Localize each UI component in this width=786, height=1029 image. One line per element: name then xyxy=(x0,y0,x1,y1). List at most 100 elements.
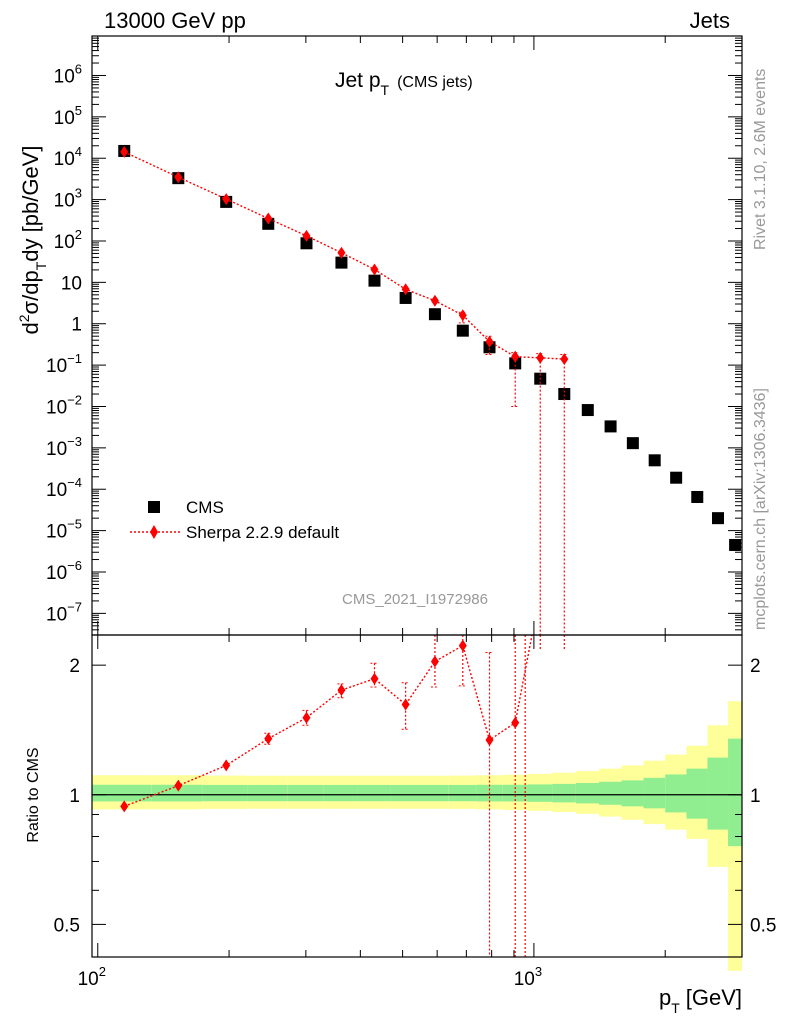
ratio-y-axis-label: Ratio to CMS xyxy=(25,747,42,842)
legend: CMS Sherpa 2.2.9 default xyxy=(130,498,339,542)
ratio-band-inner xyxy=(323,784,358,802)
sherpa-data-point xyxy=(458,309,467,322)
ratio-sherpa-point xyxy=(264,732,273,745)
sherpa-data-point xyxy=(302,229,311,242)
main-panel-frame xyxy=(91,35,743,636)
cms-data-point xyxy=(604,420,617,433)
chart-title-main: Jet p xyxy=(335,69,381,92)
y-tick-label: 10 xyxy=(61,273,82,294)
cms-data-point xyxy=(399,291,412,304)
y-tick-label: 10−3 xyxy=(46,434,82,460)
x-axis-label-main: p xyxy=(659,985,671,1010)
ratio-sherpa-line xyxy=(123,644,516,808)
category-label: Jets xyxy=(690,8,730,33)
cms-data-point xyxy=(581,404,594,417)
y-tick-label: 103 xyxy=(54,186,82,212)
sherpa-data-point xyxy=(430,294,439,307)
ratio-band-inner xyxy=(665,774,687,813)
y-tick-label: 104 xyxy=(54,144,82,170)
cms-data-point xyxy=(691,490,704,503)
sherpa-data-point xyxy=(222,193,231,206)
y-tick-label: 106 xyxy=(54,61,82,87)
ratio-band-inner xyxy=(598,781,622,805)
sherpa-data-point xyxy=(401,283,410,296)
ratio-band-inner xyxy=(728,738,742,847)
sherpa-data-point xyxy=(337,246,346,259)
ratio-band-inner xyxy=(621,780,644,807)
ratio-band-inner xyxy=(552,783,576,803)
cms-data-point xyxy=(456,324,469,337)
y-tick-label: 10−2 xyxy=(46,392,82,418)
ratio-band-inner xyxy=(357,784,391,802)
ratio-y-tick-label-right: 1 xyxy=(750,786,761,807)
ratio-band-inner xyxy=(92,784,152,802)
ratio-sherpa-point xyxy=(430,655,439,668)
sherpa-data-point xyxy=(485,335,494,348)
cms-data-point xyxy=(670,471,683,484)
cms-data-point xyxy=(428,308,441,321)
ratio-band-inner xyxy=(247,784,288,802)
ratio-sherpa-point xyxy=(370,672,379,685)
ratio-band-inner xyxy=(202,784,248,802)
ratio-sherpa-point xyxy=(222,759,231,772)
ratio-band-inner xyxy=(686,768,708,819)
ratio-sherpa-point xyxy=(302,711,311,724)
ratio-band-inner xyxy=(527,784,553,802)
ratio-sherpa-point xyxy=(485,734,494,747)
ratio-sherpa-point xyxy=(401,698,410,711)
cms-data-point xyxy=(626,437,639,450)
sherpa-data-point xyxy=(370,263,379,276)
x-axis-label-suffix: [GeV] xyxy=(686,985,742,1010)
sherpa-data-point xyxy=(174,171,183,184)
y-axis-label: d2σ/dpTdy [pb/GeV] xyxy=(16,146,49,335)
cms-data-point xyxy=(712,512,725,525)
ratio-y-tick-label-right: 2 xyxy=(750,656,761,677)
ratio-y-tick-label-right: 0.5 xyxy=(750,915,776,936)
ratio-band-inner xyxy=(502,784,528,802)
ratio-y-tick-label-left: 2 xyxy=(69,656,80,677)
sherpa-data-point xyxy=(560,353,569,366)
y-tick-label: 105 xyxy=(54,103,82,129)
y-tick-label: 10−7 xyxy=(46,599,82,625)
x-axis-label-sub: T xyxy=(671,1000,680,1016)
ratio-sherpa-point xyxy=(458,639,467,652)
cms-data-point xyxy=(558,388,571,401)
legend-cms-marker xyxy=(148,501,160,513)
legend-sherpa-marker xyxy=(150,525,158,539)
y-tick-label: 102 xyxy=(54,227,82,253)
ratio-y-tick-label-left: 0.5 xyxy=(54,915,80,936)
cms-data-point xyxy=(648,454,661,467)
cms-data-point xyxy=(729,538,742,551)
y-tick-label: 10−6 xyxy=(46,558,82,584)
ratio-panel-frame xyxy=(91,634,743,958)
sherpa-data-point xyxy=(536,351,545,364)
ratio-band-inner xyxy=(151,784,203,802)
ratio-band-inner xyxy=(287,784,324,802)
ratio-band-inner xyxy=(643,777,666,809)
cms-data-point xyxy=(509,357,522,370)
y-tick-label: 10−4 xyxy=(46,475,82,501)
chart-title-sub: T xyxy=(381,82,390,98)
ratio-sherpa-point xyxy=(120,800,129,813)
ratio-y-tick-label-left: 1 xyxy=(69,786,80,807)
cms-data-point xyxy=(300,237,313,250)
mcplots-label: mcplots.cern.ch [arXiv:1306.3436] xyxy=(752,388,769,630)
ratio-sherpa-point xyxy=(337,684,346,697)
ratio-band-inner xyxy=(419,784,449,802)
ratio-sherpa-line-exit xyxy=(514,634,533,723)
legend-cms-label: CMS xyxy=(186,498,224,517)
y-tick-label: 1 xyxy=(71,315,82,336)
y-tick-label: 10−1 xyxy=(46,351,82,377)
chart-title-suffix: (CMS jets) xyxy=(397,74,473,91)
x-tick-label: 103 xyxy=(514,964,542,990)
y-tick-label: 10−5 xyxy=(46,517,82,543)
cms-data-point xyxy=(368,274,381,287)
sherpa-line xyxy=(123,151,565,360)
ratio-band-inner xyxy=(390,784,420,802)
sherpa-data-point xyxy=(264,212,273,225)
ratio-sherpa-point xyxy=(174,779,183,792)
ratio-band-inner xyxy=(575,783,599,804)
cms-data-point xyxy=(335,256,348,269)
energy-label: 13000 GeV pp xyxy=(104,8,246,33)
